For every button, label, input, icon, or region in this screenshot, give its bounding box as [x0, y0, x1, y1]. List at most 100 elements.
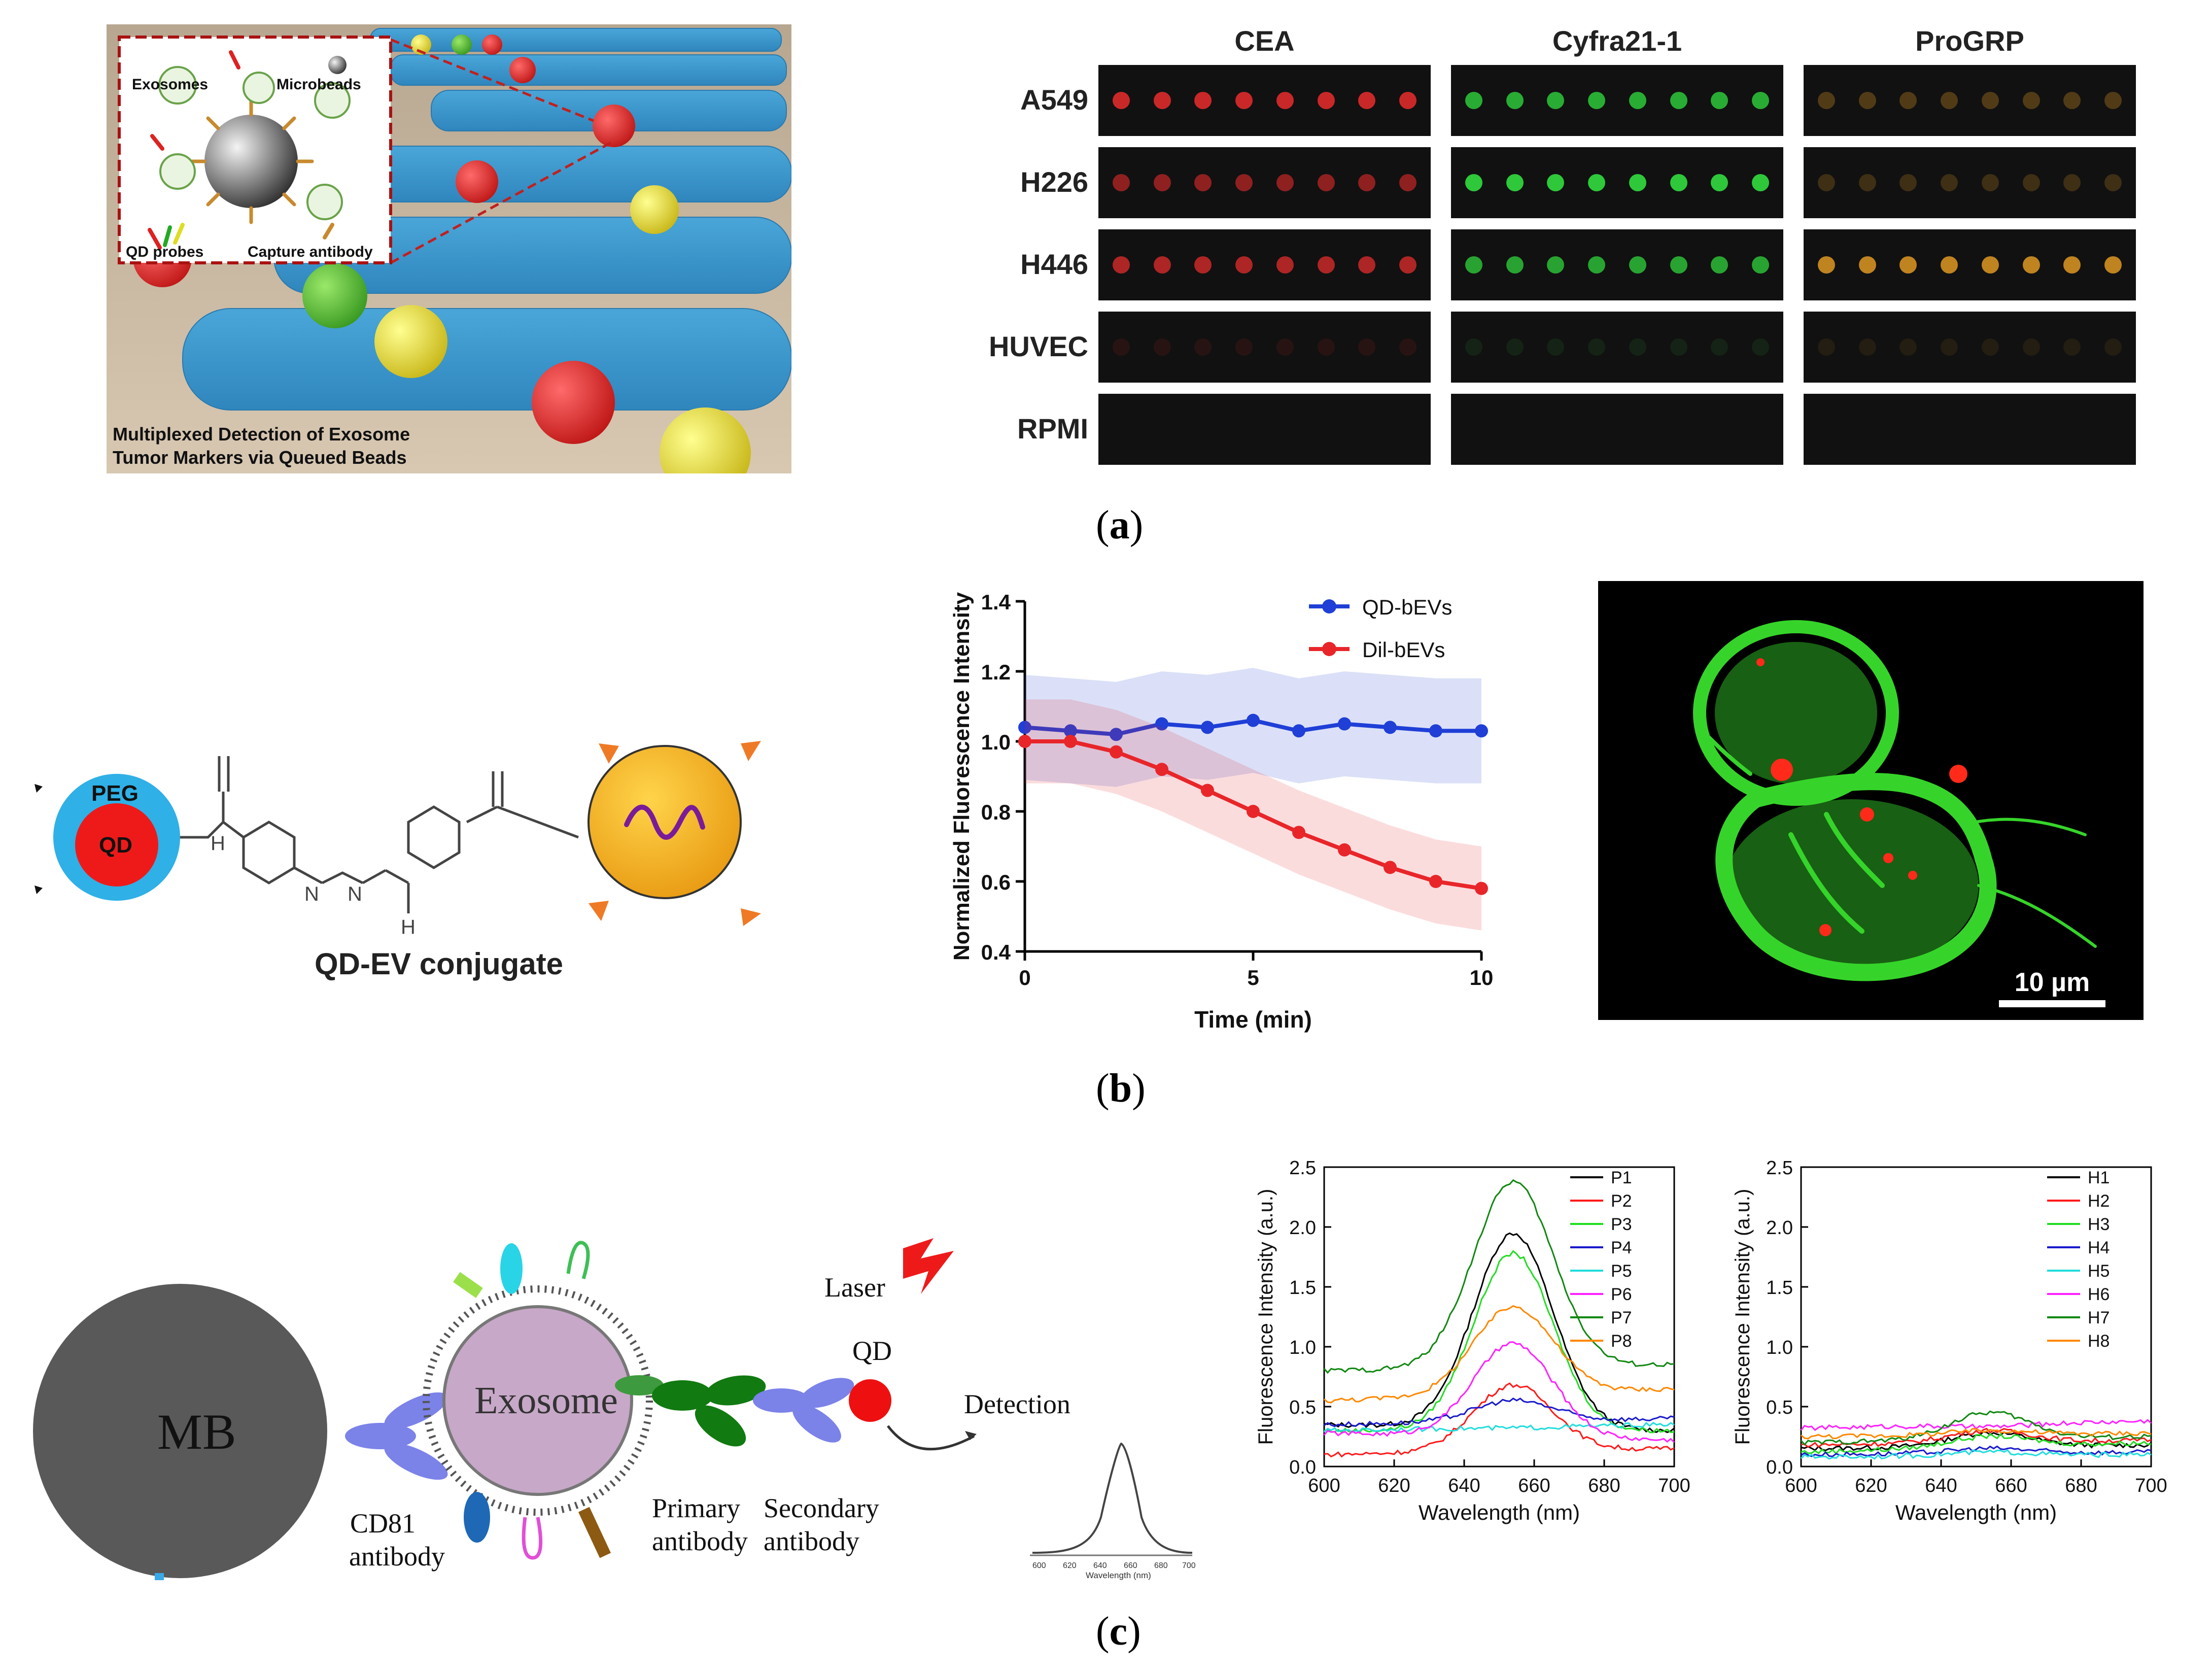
schematic-title-line1: Multiplexed Detection of Exosome — [113, 424, 410, 445]
x-tick-label: 10 — [1470, 966, 1494, 990]
qd-label: QD — [99, 833, 132, 858]
array-row-label: H226 — [1020, 166, 1088, 198]
data-point — [1384, 861, 1397, 874]
array-spot — [1629, 92, 1646, 109]
array-spot — [2022, 92, 2040, 109]
array-spot — [2022, 338, 2040, 356]
schematic-title-line2: Tumor Markers via Queued Beads — [113, 447, 407, 468]
data-point — [1247, 713, 1260, 727]
array-row-label: A549 — [1020, 84, 1088, 116]
array-spot — [1506, 174, 1524, 191]
qd-label-c: QD — [852, 1336, 892, 1366]
patient-spectra-chart: 0.0 0.5 1.0 1.5 2.0 2.5 600 620 640 660 680 700 Wave… — [1255, 1157, 1690, 1524]
array-spot — [1899, 338, 1917, 356]
x-tick-label: 0 — [1019, 966, 1030, 990]
queued-beads-schematic: Exosomes Microbeads QD probes Capture an… — [107, 24, 791, 473]
array-column-header: Cyfra21-1 — [1552, 25, 1682, 57]
n-label-2: N — [348, 883, 362, 905]
legend-marker — [1322, 599, 1336, 614]
data-point — [1110, 728, 1123, 741]
array-spot — [1194, 256, 1212, 274]
panel-c: MB Exosome — [0, 1127, 2212, 1670]
data-point — [1429, 724, 1442, 738]
x-tick-label: 620 — [1378, 1475, 1410, 1496]
array-spot — [1113, 174, 1130, 191]
legend-label: Dil-bEVs — [1362, 638, 1445, 662]
array-spot — [1113, 256, 1130, 274]
spectrum-H3 — [1801, 1433, 2152, 1455]
array-cell — [1804, 394, 2136, 465]
plot-frame — [1800, 1166, 2152, 1468]
y-tick-label: 0.0 — [1289, 1457, 1316, 1478]
array-row-label: HUVEC — [988, 330, 1088, 362]
array-spot — [1276, 174, 1294, 191]
legend-label: H7 — [2088, 1308, 2110, 1327]
array-spot — [1194, 338, 1212, 356]
caption-b: (b) — [1096, 1066, 1146, 1111]
array-spot — [1113, 338, 1130, 356]
array-spot — [1358, 256, 1376, 274]
spectrum-P1 — [1324, 1232, 1675, 1434]
y-axis-label: Fluorescence Intensity (a.u.) — [1255, 1189, 1277, 1445]
data-point — [1201, 783, 1214, 797]
data-point — [1475, 881, 1488, 895]
data-point — [1155, 717, 1168, 731]
array-spot — [1588, 174, 1606, 191]
mini-tick-600: 600 — [1032, 1561, 1046, 1570]
array-spot — [1153, 92, 1171, 109]
data-point — [1064, 735, 1077, 748]
array-spot — [2063, 92, 2081, 109]
y-tick-label: 0.0 — [1766, 1457, 1793, 1478]
array-spot — [1588, 92, 1606, 109]
x-tick-label: 640 — [1448, 1475, 1480, 1496]
array-spot — [1752, 338, 1769, 356]
array-spot — [1858, 174, 1876, 191]
array-spot — [1752, 174, 1769, 191]
array-spot — [1276, 92, 1294, 109]
y-tick-label: 0.4 — [981, 940, 1011, 964]
legend-label: H5 — [2088, 1262, 2110, 1281]
x-tick-label: 5 — [1247, 966, 1259, 990]
array-spot — [1153, 338, 1171, 356]
y-tick-label: 0.5 — [1766, 1397, 1793, 1418]
spectrum-P4 — [1324, 1397, 1675, 1427]
array-spot — [1276, 256, 1294, 274]
inset-label-microbeads: Microbeads — [276, 76, 361, 93]
array-cell — [1098, 312, 1431, 383]
array-spot — [2104, 338, 2122, 356]
y-tick-label: 1.0 — [981, 730, 1011, 754]
legend-label: H1 — [2088, 1168, 2110, 1187]
mini-tick-640: 640 — [1093, 1561, 1107, 1570]
data-point — [1384, 721, 1397, 734]
array-spot — [1670, 338, 1687, 356]
qd-ev-conjugate-structure: PEG QD H N N H QD — [34, 741, 761, 981]
array-spot — [1711, 174, 1729, 191]
y-tick-label: 1.0 — [1766, 1337, 1793, 1358]
mini-tick-660: 660 — [1124, 1561, 1137, 1570]
array-spot — [1818, 174, 1835, 191]
array-cell — [1451, 394, 1783, 465]
array-spot — [2022, 174, 2040, 191]
array-row-label: H446 — [1020, 248, 1088, 280]
array-spot — [1818, 92, 1835, 109]
laser-label: Laser — [824, 1272, 885, 1303]
array-spot — [1941, 174, 1958, 191]
mini-tick-620: 620 — [1063, 1561, 1077, 1570]
array-spot — [1194, 174, 1212, 191]
x-tick-label: 660 — [1995, 1475, 2027, 1496]
x-tick-label: 600 — [1785, 1475, 1817, 1496]
mb-label: MB — [157, 1404, 236, 1460]
fluorescence-decay-chart: 0.4 0.6 0.8 1.0 1.2 1.4 0 5 10 Time (min) Normaliz… — [949, 590, 1494, 1033]
legend-label: P1 — [1611, 1168, 1632, 1187]
spectrum-P8 — [1324, 1305, 1675, 1404]
array-spot — [2104, 92, 2122, 109]
array-spot — [1588, 256, 1606, 274]
array-spot — [1858, 338, 1876, 356]
array-spot — [1711, 338, 1729, 356]
data-point — [1018, 721, 1031, 734]
spectrum-H2 — [1801, 1427, 2152, 1448]
legend-label: P5 — [1611, 1262, 1632, 1281]
array-spot — [1235, 92, 1253, 109]
data-point — [1338, 843, 1351, 857]
array-cell — [1098, 147, 1431, 218]
